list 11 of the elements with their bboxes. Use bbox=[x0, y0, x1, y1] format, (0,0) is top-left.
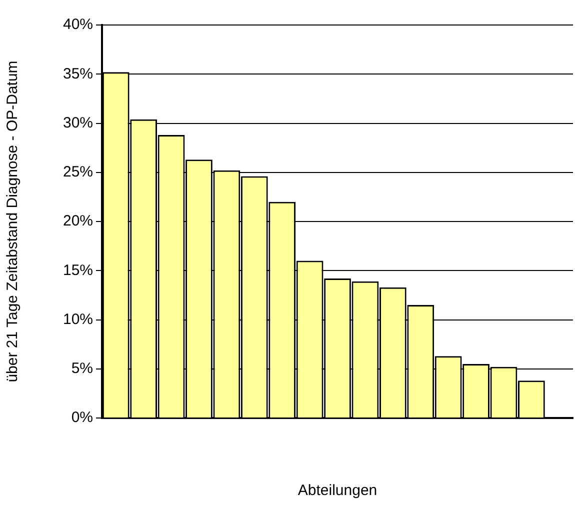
x-axis-title: Abteilungen bbox=[298, 482, 378, 500]
y-axis-title: über 21 Tage Zeitabstand Diagnose - OP-Datum bbox=[4, 60, 22, 382]
y-tick-label: 35% bbox=[62, 65, 94, 82]
y-tick-label: 30% bbox=[62, 114, 94, 132]
y-tick-label: 25% bbox=[62, 164, 94, 181]
y-tick-label: 15% bbox=[62, 262, 94, 279]
y-tick-label: 5% bbox=[71, 360, 94, 378]
y-tick-label: 20% bbox=[62, 212, 94, 230]
y-tick-label: 10% bbox=[62, 310, 94, 328]
y-tick-label: 40% bbox=[62, 16, 94, 34]
y-tick-label: 0% bbox=[71, 409, 94, 426]
